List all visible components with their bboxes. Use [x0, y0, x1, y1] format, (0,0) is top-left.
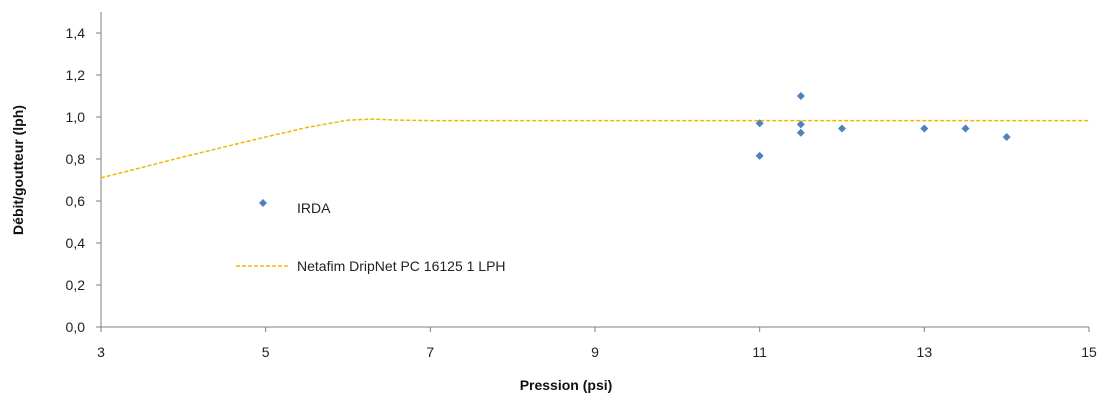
y-axis: 0,0 0,2 0,4 0,6 0,8 1,0 1,2 1,4: [66, 12, 102, 335]
x-axis: 3 5 7 9 11 13 15: [97, 326, 1097, 360]
x-tick-label: 5: [262, 344, 270, 360]
legend: IRDA Netafim DripNet PC 16125 1 LPH: [236, 199, 506, 274]
y-axis-title: Débit/goutteur (lph): [10, 105, 26, 235]
data-point-irda: [755, 151, 764, 160]
x-tick-label: 7: [426, 344, 434, 360]
data-point-irda: [838, 124, 846, 133]
y-tick-label: 1,0: [66, 109, 86, 125]
series-line-netafim: [100, 118, 1089, 179]
data-point-irda: [920, 124, 929, 133]
y-tick-label: 0,0: [66, 319, 86, 335]
data-point-irda: [961, 124, 970, 133]
x-tick-label: 13: [917, 344, 933, 360]
legend-label-irda: IRDA: [297, 200, 331, 216]
legend-item-netafim: Netafim DripNet PC 16125 1 LPH: [236, 258, 506, 274]
x-tick-label: 11: [752, 344, 767, 360]
data-point-irda: [755, 119, 764, 128]
data-point-irda: [796, 128, 805, 137]
y-tick-label: 0,6: [66, 193, 86, 209]
x-axis-title: Pression (psi): [520, 377, 613, 393]
y-tick-label: 1,2: [66, 67, 86, 83]
legend-label-netafim: Netafim DripNet PC 16125 1 LPH: [297, 258, 506, 274]
y-tick-label: 1,4: [66, 25, 86, 41]
y-tick-label: 0,2: [66, 277, 86, 293]
data-point-irda: [796, 120, 805, 129]
x-tick-label: 15: [1081, 344, 1097, 360]
series-layer: [100, 92, 1089, 179]
x-tick-label: 9: [591, 344, 599, 360]
y-tick-label: 0,4: [66, 235, 86, 251]
x-tick-label: 3: [97, 344, 105, 360]
data-point-irda: [796, 92, 805, 100]
legend-item-irda: IRDA: [259, 199, 331, 216]
y-tick-label: 0,8: [66, 151, 86, 167]
data-point-irda: [1002, 132, 1011, 141]
legend-marker-irda: [259, 199, 267, 207]
